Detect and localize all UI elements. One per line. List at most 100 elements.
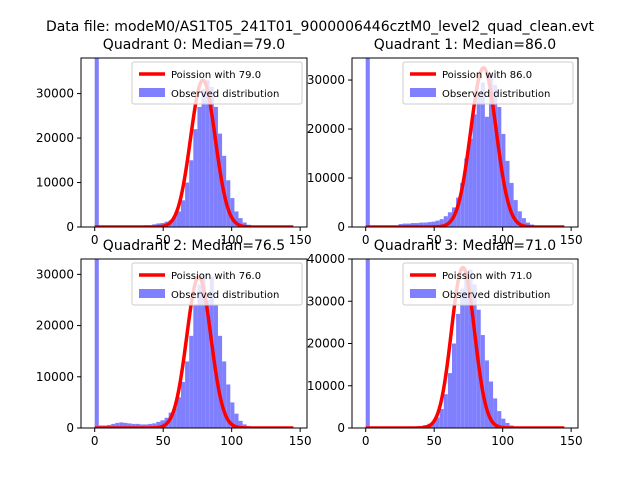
histogram-bar (493, 84, 498, 227)
x-tick-label: 0 (91, 233, 99, 247)
x-tick-label: 0 (362, 233, 370, 247)
histogram-bar (226, 384, 231, 428)
axes-frame (80, 258, 308, 429)
histogram-bar (443, 216, 448, 227)
histogram-bar (180, 381, 186, 428)
histogram-bar (497, 106, 502, 227)
histogram-bar (439, 408, 444, 428)
histogram-bar (197, 106, 202, 227)
legend-label-poisson: Poission with 86.0 (442, 70, 532, 81)
y-tick-label: 0 (66, 220, 74, 234)
histogram-bar (119, 422, 124, 428)
histogram-bar (156, 421, 161, 428)
histogram-bar (505, 422, 510, 428)
histogram-bar (456, 197, 461, 227)
subplot-title: Quadrant 3: Median=71.0 (374, 238, 556, 254)
subplot-title: Quadrant 2: Median=76.5 (103, 238, 285, 254)
legend: Poission with 79.0 Observed distribution (131, 61, 303, 105)
y-tick-label: 30000 (36, 267, 74, 281)
legend-hist-swatch (410, 289, 436, 298)
histogram-bar (410, 223, 416, 227)
histogram-bar (509, 182, 514, 227)
histogram-bar (209, 86, 214, 227)
x-tick-label: 150 (289, 233, 312, 247)
histogram-bar (468, 269, 473, 428)
histogram-bar (189, 335, 194, 428)
y-tick-label: 30000 (307, 73, 345, 87)
y-tick-label: 10000 (307, 379, 345, 393)
x-tick-label: 0 (362, 434, 370, 448)
x-tick-label: 150 (289, 434, 312, 448)
histogram-bar (193, 305, 198, 428)
histogram-bar (135, 423, 140, 428)
histogram-bar (201, 89, 206, 227)
axes-frame (351, 57, 579, 228)
legend-box (131, 61, 303, 105)
histogram-bar (217, 335, 223, 428)
histogram-bar (472, 284, 477, 428)
histogram-bar (238, 420, 243, 428)
histogram-bar (201, 274, 206, 428)
histogram-bar (435, 417, 440, 428)
histogram-bar (193, 129, 198, 227)
histogram-bar (172, 407, 177, 428)
histogram-bar (419, 222, 424, 227)
y-tick-label: 20000 (307, 337, 345, 351)
histogram-bar (525, 222, 531, 227)
subplot-title: Quadrant 1: Median=86.0 (374, 37, 556, 53)
y-tick-label: 30000 (36, 87, 74, 101)
legend-label-poisson: Poission with 76.0 (171, 271, 261, 282)
y-tick-label: 30000 (307, 294, 345, 308)
histogram-bar (484, 360, 489, 428)
y-tick-label: 20000 (36, 131, 74, 145)
y-tick-label: 20000 (307, 122, 345, 136)
histogram-bar (176, 397, 181, 428)
histogram-bar (435, 220, 440, 227)
histogram-bar (185, 361, 190, 428)
histogram-bar (439, 219, 444, 227)
figure-suptitle: Data file: modeM0/AS1T05_241T01_90000064… (46, 19, 595, 35)
histogram-bar (144, 424, 149, 428)
histogram-bar (205, 80, 210, 227)
x-tick-label: 100 (220, 434, 243, 448)
histogram-bar (488, 72, 494, 227)
histogram-bar (160, 420, 165, 428)
x-tick-label: 100 (491, 233, 514, 247)
histogram-bar (234, 211, 239, 227)
histogram-bar (94, 259, 99, 428)
histogram-bar (189, 160, 194, 227)
legend-label-observed: Observed distribution (171, 290, 279, 301)
histogram-bar (456, 313, 461, 428)
x-tick-label: 100 (491, 434, 514, 448)
y-tick-label: 10000 (36, 370, 74, 384)
y-tick-label: 0 (337, 220, 345, 234)
histogram-bar (476, 94, 481, 227)
y-tick-label: 10000 (36, 176, 74, 190)
legend-label-observed: Observed distribution (442, 290, 550, 301)
histogram-bar (230, 402, 235, 428)
y-tick-label: 40000 (307, 252, 345, 266)
histogram-bar (464, 271, 469, 428)
histogram-bar (423, 222, 428, 227)
histogram-bar (115, 422, 120, 428)
x-tick-label: 50 (427, 434, 442, 448)
histogram-bar (176, 211, 181, 227)
legend-hist-swatch (410, 88, 436, 97)
histogram-bar (431, 421, 436, 428)
histogram-bar (493, 398, 498, 428)
histogram-bar (148, 423, 153, 428)
subplot-quadrant-3: 0 50 100 150 0 10000 20000 30000 40000 Poission w… (307, 238, 583, 448)
histogram-bar (180, 200, 186, 227)
x-tick-label: 50 (156, 233, 171, 247)
subplot-title: Quadrant 0: Median=79.0 (103, 37, 285, 53)
subplot-quadrant-1: 0 50 100 150 0 10000 20000 30000 Poission with 8… (307, 37, 583, 247)
histogram-bar (427, 222, 432, 227)
legend-box (402, 61, 574, 105)
legend: Poission with 86.0 Observed distribution (402, 61, 574, 105)
histogram-bar (139, 424, 145, 428)
histogram-bar (484, 116, 489, 227)
histogram-bar (127, 423, 132, 428)
x-tick-label: 150 (560, 233, 583, 247)
x-tick-label: 100 (220, 233, 243, 247)
